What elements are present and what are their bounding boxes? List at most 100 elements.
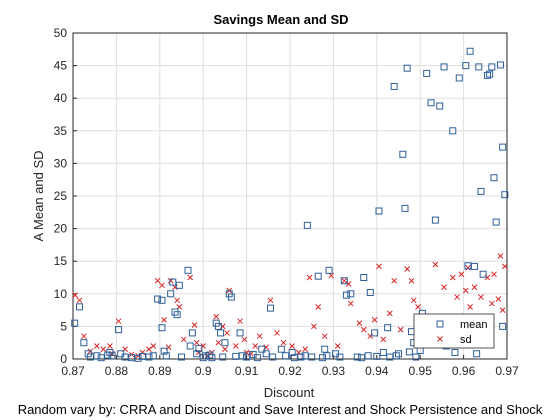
y-tick-label: 30	[54, 156, 68, 170]
footer-note: Random vary by: CRRA and Discount and Sa…	[18, 402, 543, 417]
mean-point	[466, 47, 474, 55]
mean-point	[236, 329, 244, 337]
sd-point	[334, 343, 341, 349]
mean-point	[488, 63, 496, 71]
mean-point	[483, 71, 491, 79]
sd-point	[465, 264, 471, 271]
sd-point	[232, 343, 239, 349]
mean-point	[375, 207, 383, 215]
mean-point	[496, 61, 504, 69]
mean-point	[269, 353, 277, 361]
sd-point	[380, 336, 387, 343]
sd-point	[449, 274, 456, 281]
sd-point	[441, 284, 447, 291]
legend-mean-square	[436, 320, 444, 328]
legend-sd-label: sd	[460, 334, 472, 346]
mean-point	[238, 352, 246, 360]
data-marks	[71, 47, 509, 362]
sd-point	[215, 339, 222, 346]
chart-title: Savings Mean and SD	[213, 12, 348, 27]
sd-point	[187, 274, 194, 281]
mean-point	[473, 350, 481, 358]
mean-point	[336, 353, 344, 361]
mean-point	[321, 345, 329, 353]
legend-sd-marker	[437, 336, 443, 342]
mean-point	[395, 350, 402, 358]
mean-point	[175, 281, 183, 289]
mean-point	[169, 278, 177, 286]
mean-point	[71, 319, 79, 327]
mean-point	[371, 329, 379, 337]
mean-point	[492, 218, 500, 226]
sd-point	[213, 313, 220, 320]
legend-mean-marker	[436, 320, 444, 328]
mean-point	[162, 352, 170, 360]
y-tick-label: 15	[54, 254, 68, 268]
sd-point	[302, 346, 309, 353]
sd-point	[458, 271, 465, 278]
mean-point	[217, 329, 225, 337]
mean-point	[358, 354, 366, 362]
mean-point	[193, 350, 201, 358]
mean-point	[154, 295, 162, 303]
sd-point	[391, 277, 398, 284]
x-tick-label: 0.89	[148, 364, 172, 378]
y-tick-label: 40	[54, 91, 68, 105]
mean-point	[403, 64, 411, 72]
x-tick-label: 0.95	[409, 364, 433, 378]
mean-point	[360, 274, 368, 281]
mean-point	[366, 288, 374, 296]
mean-point	[297, 353, 305, 361]
x-tick-label: 0.9	[195, 364, 212, 378]
sd-point	[154, 277, 161, 284]
sd-point	[289, 343, 296, 349]
mean-point	[501, 191, 509, 199]
mean-point	[199, 354, 207, 362]
mean-point	[93, 352, 101, 360]
mean-point	[134, 354, 142, 362]
mean-point	[431, 216, 439, 224]
sd-point	[150, 343, 157, 349]
mean-point	[288, 348, 296, 356]
x-tick-label: 0.94	[365, 364, 389, 378]
mean-point	[232, 352, 240, 360]
sd-point	[488, 300, 495, 307]
mean-point	[464, 262, 472, 270]
legend-sd-x	[437, 336, 443, 342]
sd-point	[386, 310, 393, 317]
mean-point	[499, 143, 507, 151]
y-tick-label: 25	[54, 189, 68, 203]
sd-point	[80, 333, 87, 340]
mean-point	[186, 342, 194, 350]
mean-point	[145, 353, 153, 361]
mean-point	[303, 221, 311, 229]
mean-point	[342, 291, 350, 299]
mean-point	[80, 339, 88, 347]
x-tick-label: 0.92	[278, 364, 302, 378]
mean-point	[158, 324, 166, 332]
sd-point	[404, 266, 411, 272]
mean-point	[353, 353, 361, 361]
x-tick-label: 0.97	[495, 364, 519, 378]
mean-point	[258, 345, 266, 353]
sd-point	[76, 297, 83, 304]
y-tick-label: 5	[60, 319, 67, 333]
mean-point	[208, 354, 216, 362]
sd-point	[107, 343, 113, 349]
mean-point	[138, 352, 146, 360]
sd-point	[495, 296, 502, 302]
sd-point	[376, 263, 382, 270]
x-tick-label: 0.91	[235, 364, 259, 378]
mean-point	[340, 277, 348, 285]
mean-point	[477, 187, 485, 195]
mean-point	[167, 290, 175, 298]
sd-point	[397, 326, 404, 333]
mean-point	[158, 296, 166, 304]
legend-mean-label: mean	[460, 319, 488, 331]
mean-point	[486, 70, 494, 78]
mean-point	[227, 293, 235, 301]
sd-point	[176, 303, 183, 310]
sd-point	[94, 343, 100, 349]
mean-point	[347, 290, 355, 298]
